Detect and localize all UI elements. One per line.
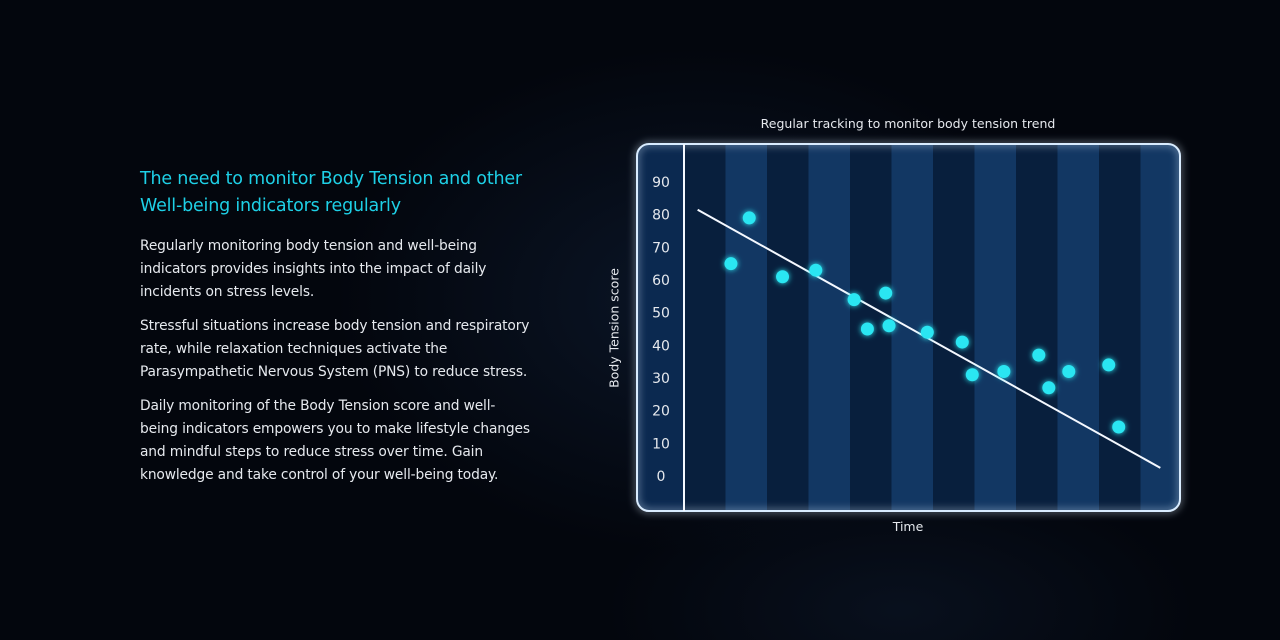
data-point xyxy=(847,293,861,307)
chart-title: Regular tracking to monitor body tension… xyxy=(760,116,1056,131)
data-point xyxy=(724,257,738,271)
data-point xyxy=(997,364,1011,378)
background-band xyxy=(933,144,975,511)
data-point xyxy=(879,286,893,300)
background-band xyxy=(767,144,809,511)
y-tick-label: 10 xyxy=(652,436,670,452)
data-point xyxy=(860,322,874,336)
background-band xyxy=(1016,144,1058,511)
y-axis-label: Body Tension score xyxy=(606,268,622,388)
data-point xyxy=(1062,364,1076,378)
trend-line xyxy=(697,208,1161,469)
y-tick-labels: 0 10 20 30 40 50 60 70 80 90 xyxy=(652,175,670,485)
x-axis-label: Time xyxy=(892,519,924,534)
background-band xyxy=(974,144,1016,511)
y-tick-label: 90 xyxy=(652,175,670,191)
background-band xyxy=(1057,144,1099,511)
data-point xyxy=(965,368,979,382)
background-band xyxy=(1099,144,1141,511)
data-point xyxy=(809,263,823,277)
data-point xyxy=(882,319,896,333)
data-point xyxy=(1042,381,1056,395)
y-tick-label: 0 xyxy=(657,469,666,485)
background-band xyxy=(725,144,767,511)
y-tick-label: 20 xyxy=(652,404,670,420)
data-point xyxy=(920,325,934,339)
data-point xyxy=(1112,420,1126,434)
chart-frame xyxy=(636,143,1181,512)
data-point xyxy=(742,211,756,225)
text-block: The need to monitor Body Tension and oth… xyxy=(140,166,530,498)
y-tick-label: 60 xyxy=(652,273,670,289)
scatter-chart: 0 10 20 30 40 50 60 70 80 90 xyxy=(636,143,1181,512)
data-point xyxy=(955,335,969,349)
paragraph-1: Regularly monitoring body tension and we… xyxy=(140,238,487,300)
data-point xyxy=(776,270,790,284)
y-tick-label: 80 xyxy=(652,208,670,224)
paragraph-3: Daily monitoring of the Body Tension sco… xyxy=(140,398,530,483)
paragraph-2: Stressful situations increase body tensi… xyxy=(140,318,530,380)
background-band xyxy=(684,144,726,511)
y-tick-label: 70 xyxy=(652,240,670,256)
y-tick-label: 40 xyxy=(652,338,670,354)
y-tick-label: 50 xyxy=(652,306,670,322)
section-heading: The need to monitor Body Tension and oth… xyxy=(140,169,522,216)
data-points xyxy=(724,211,1126,434)
y-tick-label: 30 xyxy=(652,371,670,387)
data-point xyxy=(1032,348,1046,362)
background-band xyxy=(808,144,850,511)
data-point xyxy=(1102,358,1116,372)
background-band xyxy=(1140,144,1180,511)
